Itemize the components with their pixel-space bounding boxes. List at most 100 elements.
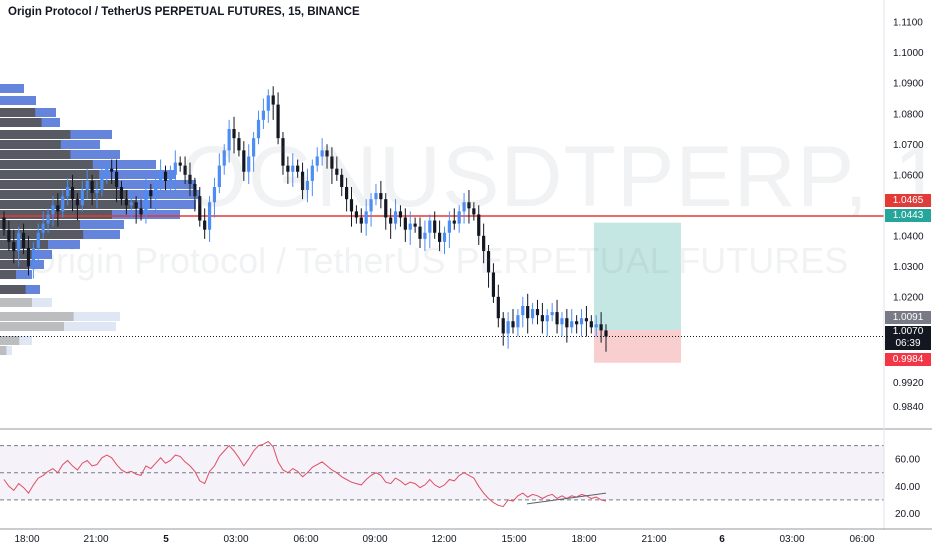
profit-zone[interactable] xyxy=(594,222,681,331)
candle-body xyxy=(413,223,417,227)
candle-body xyxy=(393,211,398,224)
candle-body xyxy=(149,190,153,197)
candle-body xyxy=(335,168,339,175)
price-axis[interactable]: 1.1100 1.1000 1.0900 1.0800 1.0700 1.0600 1.04… xyxy=(883,0,931,530)
candle-body xyxy=(188,174,192,184)
volume-profile-row-dark xyxy=(0,140,61,149)
candle-body xyxy=(305,180,310,191)
candle-body xyxy=(457,211,461,224)
candle-body xyxy=(227,129,231,151)
candle-body xyxy=(232,129,236,139)
candle-body xyxy=(584,318,589,322)
volume-profile-row-dark xyxy=(0,285,26,294)
price-tick-label: 1.0700 xyxy=(893,140,924,151)
price-tick-label: 1.0300 xyxy=(893,262,924,273)
candle-body xyxy=(203,220,207,230)
candle-body xyxy=(198,196,202,221)
candle-body xyxy=(168,174,173,181)
candle-body xyxy=(252,138,256,157)
rsi-tick-label: 20.00 xyxy=(895,509,920,520)
horizontal-lines xyxy=(0,215,884,338)
price-tick-label: 1.0400 xyxy=(893,231,924,242)
time-tick-label: 18:00 xyxy=(571,534,596,545)
candle-body xyxy=(119,186,124,200)
candle-body xyxy=(511,321,515,328)
volume-profile-row-dark xyxy=(0,160,93,169)
candle-body xyxy=(222,150,226,166)
volume-profile-row-dark xyxy=(0,346,7,355)
candle-body xyxy=(2,217,6,230)
candle-body xyxy=(163,171,168,181)
volume-profile-row-dark xyxy=(0,336,20,345)
entry-price-label: 1.0091 xyxy=(892,312,924,323)
candle-body xyxy=(70,186,75,200)
volume-profile-row-dark xyxy=(0,108,36,117)
candle-body xyxy=(95,190,99,194)
volume-profile-row-dark xyxy=(0,270,16,279)
candle-body xyxy=(496,296,500,319)
candle-body xyxy=(423,232,427,239)
candle-body xyxy=(296,165,300,172)
candle-body xyxy=(144,190,148,215)
rsi-trendline[interactable] xyxy=(526,492,607,505)
last-label-bg xyxy=(885,326,931,350)
candle-body xyxy=(178,162,182,166)
time-tick-label: 06:00 xyxy=(849,534,874,545)
candle-body xyxy=(46,214,50,224)
candle-body xyxy=(389,217,393,224)
volume-profile-row-dark xyxy=(0,250,32,259)
long-position-tool[interactable] xyxy=(594,222,681,363)
price-tick-label: 1.0200 xyxy=(893,292,924,303)
candle-body xyxy=(437,232,442,242)
candle-body xyxy=(159,171,163,184)
candle-body xyxy=(17,232,21,252)
time-tick-label: 5 xyxy=(163,534,169,545)
candle-body xyxy=(418,226,422,239)
candle-body xyxy=(340,174,344,187)
candle-body xyxy=(193,183,197,197)
candle-body xyxy=(560,318,564,325)
candle-body xyxy=(467,202,471,209)
candle-body xyxy=(114,171,119,187)
bar-countdown: 06:39 xyxy=(895,338,921,349)
candle-body xyxy=(486,251,491,273)
candle-body xyxy=(565,318,569,328)
candle-body xyxy=(310,165,314,181)
entry-label-bg xyxy=(885,311,931,324)
price-tick-label: 1.1100 xyxy=(893,18,923,29)
candle-body xyxy=(256,119,261,139)
candle-body xyxy=(271,95,275,105)
candle-body xyxy=(80,190,84,206)
resistance-price-label: 1.0465 xyxy=(892,195,924,206)
volume-profile-row-dark xyxy=(0,210,112,219)
loss-zone[interactable] xyxy=(594,330,681,363)
candle-body xyxy=(579,318,584,325)
candle-body xyxy=(320,150,324,157)
price-tick-label: 1.0900 xyxy=(893,79,924,90)
volume-profile xyxy=(0,84,200,355)
candle-body xyxy=(61,196,65,212)
candle-body xyxy=(521,305,525,316)
candle-body xyxy=(51,205,55,215)
price-tick-label: 0.9840 xyxy=(893,402,924,413)
volume-profile-row-dark xyxy=(0,230,84,239)
candle-body xyxy=(124,199,128,206)
candle-body xyxy=(462,202,466,212)
candle-body xyxy=(575,321,579,325)
volume-profile-row xyxy=(0,96,36,105)
candle-body xyxy=(266,95,270,111)
candle-body xyxy=(110,168,114,172)
volume-profile-row-dark xyxy=(0,220,80,229)
volume-profile-row-dark xyxy=(0,170,100,179)
candle-body xyxy=(359,217,363,224)
candle-body xyxy=(599,324,603,331)
candle-body xyxy=(286,165,290,172)
time-axis[interactable]: 18:00 21:00 5 03:00 06:00 09:00 12:00 15:00 18:0… xyxy=(0,528,932,545)
volume-profile-row-dark xyxy=(0,312,74,321)
time-tick-label: 12:00 xyxy=(431,534,456,545)
candle-body xyxy=(482,235,486,252)
candle-body xyxy=(477,214,481,236)
candle-body xyxy=(408,223,412,230)
rsi-tick-label: 60.00 xyxy=(895,455,920,466)
